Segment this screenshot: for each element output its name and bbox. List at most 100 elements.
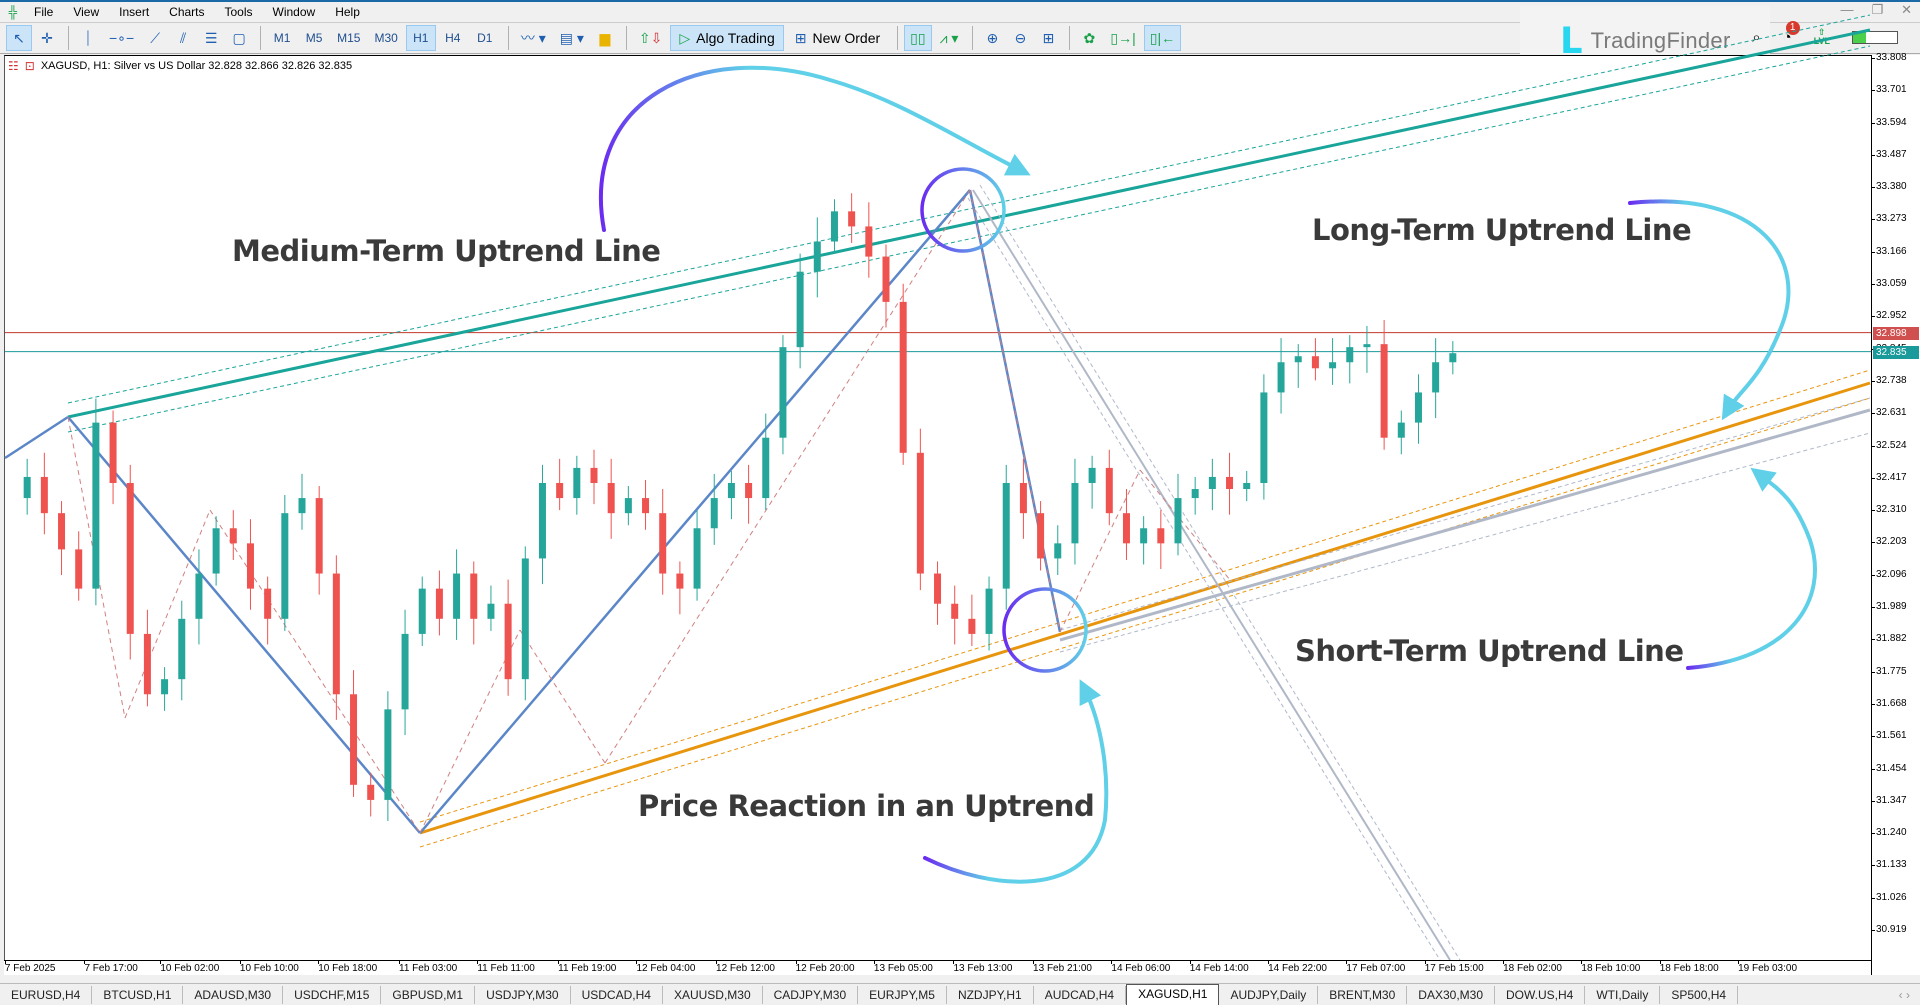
time-tick-label: 10 Feb 18:00 <box>318 960 378 974</box>
time-tick-label: 17 Feb 07:00 <box>1346 960 1406 974</box>
price-tick-label: 33.487 <box>1871 148 1907 160</box>
meter-fill <box>1853 31 1867 43</box>
zoom-in-button[interactable]: ⊕ <box>979 25 1005 51</box>
chart-type-button[interactable]: 〰 ▾ <box>515 25 552 51</box>
timeframe-h4[interactable]: H4 <box>445 31 461 45</box>
time-tick-label: 7 Feb 2025 <box>4 960 56 974</box>
tab-scroll-arrows[interactable]: ‹ › <box>1898 987 1910 1002</box>
chart-tab[interactable]: DAX30,M30 <box>1407 985 1495 1004</box>
menu-tools[interactable]: Tools <box>224 4 253 19</box>
minimize-icon[interactable]: — <box>1840 2 1854 17</box>
grid-icon: ⊞ <box>1042 29 1055 46</box>
chart-tab[interactable]: ADAUSD,M30 <box>183 985 284 1004</box>
price-tick-label: 31.668 <box>1871 697 1907 709</box>
chart-tab[interactable]: EURJPY,M5 <box>858 985 947 1004</box>
chart-tab[interactable]: XAUUSD,M30 <box>663 985 763 1004</box>
timeframe-d1[interactable]: D1 <box>477 31 493 45</box>
fibonacci-button[interactable]: ☰ <box>198 25 224 51</box>
tradingfinder-logo-icon: ᒪ <box>1560 20 1583 61</box>
chart-tab[interactable]: SP500,H4 <box>1660 985 1739 1004</box>
vertical-line-button[interactable]: ⏐ <box>75 25 101 51</box>
chart-tab[interactable]: AUDCAD,H4 <box>1034 985 1127 1004</box>
chart-title: XAGUSD, H1: Silver vs US Dollar 32.828 3… <box>40 60 353 72</box>
channel-button[interactable]: ⫽ <box>170 25 196 51</box>
chart-tab[interactable]: EURUSD,H4 <box>0 985 93 1004</box>
chart-tab[interactable]: CADJPY,M30 <box>763 985 859 1004</box>
time-tick-label: 10 Feb 02:00 <box>160 960 220 974</box>
menu-insert[interactable]: Insert <box>119 4 150 19</box>
trendline-button[interactable]: ⟋ <box>142 25 168 51</box>
menu-view[interactable]: View <box>73 4 100 19</box>
chart-tab[interactable]: GBPUSD,M1 <box>381 985 476 1004</box>
chart-properties-icon: ⊡ <box>24 59 35 73</box>
search-icon[interactable]: ⌕ <box>1752 28 1761 46</box>
chart-tab[interactable]: USDCAD,H4 <box>571 985 663 1004</box>
notifications-button[interactable]: ◔ 1 <box>1783 20 1800 46</box>
chart-tab[interactable]: USDCHF,M15 <box>283 985 382 1004</box>
logo-text: TradingFinder <box>1590 28 1731 53</box>
new-order-icon: ⊞ <box>794 29 807 46</box>
timeframe-h1[interactable]: H1 <box>405 25 436 51</box>
restore-icon[interactable]: ❐ <box>1871 2 1884 17</box>
chart-tab[interactable]: NZDJPY,H1 <box>947 985 1034 1004</box>
zoom-out-button[interactable]: ⊖ <box>1007 25 1033 51</box>
menu-charts[interactable]: Charts <box>169 4 205 19</box>
price-axis[interactable]: 33.808 33.701 33.594 33.487 33.380 33.273 33.1… <box>1871 52 1920 975</box>
bid-price-tag: 32.835 <box>1873 345 1919 359</box>
cursor-tool-button[interactable]: ↖ <box>6 25 32 51</box>
candlestick-mode-button[interactable]: ▯▯ <box>904 25 932 51</box>
timeframe-m15[interactable]: M15 <box>337 31 361 45</box>
lvl-label: LVL <box>1813 36 1830 46</box>
time-tick-label: 14 Feb 22:00 <box>1268 960 1327 974</box>
price-tick-label: 33.380 <box>1871 181 1907 193</box>
window-controls: — ❐ ✕ <box>1840 2 1912 18</box>
profiles-button[interactable]: ▆ <box>592 25 618 51</box>
indicator-chart-icon: ▤ ▾ <box>559 29 584 46</box>
settings-button[interactable]: ✿ <box>1076 25 1102 51</box>
price-tick-label: 31.347 <box>1871 794 1907 806</box>
chart-tab[interactable]: XAGUSD,H1 <box>1126 984 1220 1005</box>
timeframe-m1[interactable]: M1 <box>273 31 291 45</box>
time-axis[interactable]: 7 Feb 2025 7 Feb 17:00 10 Feb 02:00 10 Feb … <box>4 960 1871 975</box>
chart-area[interactable] <box>4 55 1920 975</box>
chart-tab[interactable]: USDJPY,M30 <box>475 985 571 1004</box>
price-tick-label: 33.166 <box>1871 245 1907 257</box>
menu-file[interactable]: File <box>34 4 54 19</box>
horizontal-line-button[interactable]: −∘− <box>103 25 140 51</box>
chart-tab[interactable]: WTI,Daily <box>1585 985 1661 1004</box>
toolbar-divider <box>897 26 899 50</box>
shapes-button[interactable]: ▢ <box>226 25 252 51</box>
algo-trading-label: Algo Trading <box>696 30 775 46</box>
line-mode-icon: ⩘ ▾ <box>939 29 959 46</box>
price-tick-label: 33.059 <box>1871 278 1907 290</box>
chart-tab[interactable]: AUDJPY,Daily <box>1219 985 1319 1004</box>
toolbar-divider <box>1069 26 1071 50</box>
close-icon[interactable]: ✕ <box>1901 2 1912 17</box>
chart-tab[interactable]: DOW.US,H4 <box>1495 985 1586 1004</box>
chart-shift-button[interactable]: ▯|← <box>1143 25 1182 51</box>
new-order-button[interactable]: ⊞ New Order <box>786 25 889 51</box>
timeframe-m5[interactable]: M5 <box>305 31 323 45</box>
crosshair-button[interactable]: ✛ <box>34 25 60 51</box>
menu-help[interactable]: Help <box>335 4 360 19</box>
price-tick-label: 31.454 <box>1871 762 1907 774</box>
chart-tab[interactable]: BTCUSD,H1 <box>92 985 184 1004</box>
algo-trading-button[interactable]: ▷ Algo Trading <box>670 25 784 51</box>
price-tick-label: 32.524 <box>1871 439 1907 451</box>
rectangle-icon: ▢ <box>232 29 246 46</box>
price-tick-label: 32.417 <box>1871 471 1907 483</box>
price-tick-label: 32.096 <box>1871 568 1907 580</box>
annotation-price-reaction: Price Reaction in an Uptrend <box>638 789 1095 823</box>
one-click-trading-button[interactable]: ⇧⇩ <box>633 25 668 51</box>
indicators-button[interactable]: ▤ ▾ <box>554 25 590 51</box>
price-tick-label: 32.952 <box>1871 310 1907 322</box>
time-tick-label: 7 Feb 17:00 <box>84 960 138 974</box>
line-mode-button[interactable]: ⩘ ▾ <box>934 25 965 51</box>
tile-windows-button[interactable]: ⊞ <box>1035 25 1061 51</box>
timeframe-m30[interactable]: M30 <box>374 31 398 45</box>
toolbar-divider <box>507 26 509 50</box>
autoscroll-button[interactable]: ▯→| <box>1104 25 1141 51</box>
menu-window[interactable]: Window <box>272 4 316 19</box>
chart-tab[interactable]: BRENT,M30 <box>1318 985 1408 1004</box>
horizontal-line-icon: −∘− <box>109 29 135 46</box>
